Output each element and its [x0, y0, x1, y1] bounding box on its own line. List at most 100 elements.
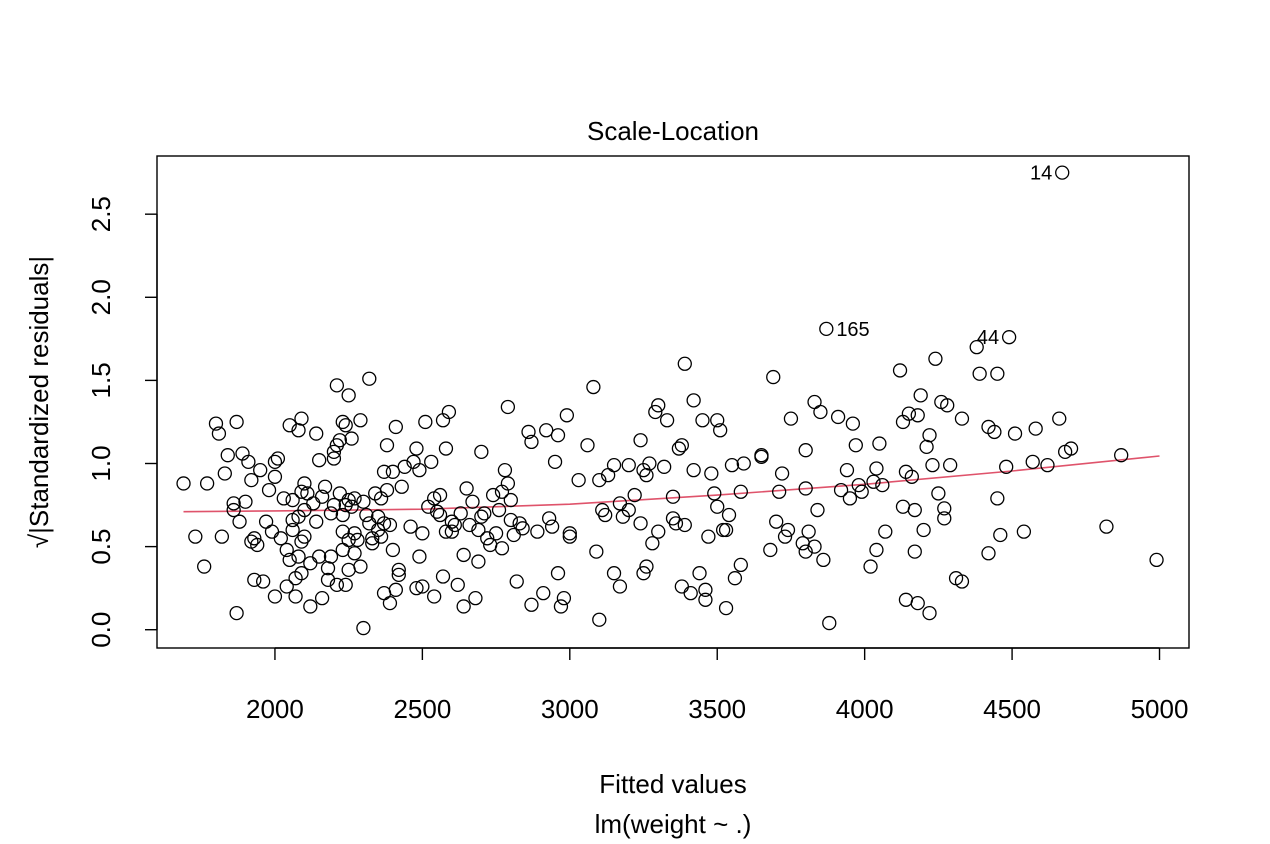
data-point	[922, 428, 937, 443]
data-point	[659, 413, 675, 428]
data-point	[999, 459, 1014, 474]
data-point	[503, 512, 518, 528]
x-tick-label: 2500	[393, 694, 451, 724]
data-point	[524, 434, 539, 450]
points-layer	[176, 165, 1164, 636]
data-point	[353, 559, 368, 574]
y-axis-label: √|Standardized residuals|	[24, 256, 54, 548]
data-point	[427, 589, 442, 604]
data-point	[866, 474, 881, 489]
data-point	[285, 522, 300, 538]
data-point	[435, 569, 451, 584]
data-point	[329, 378, 345, 393]
data-point	[1149, 552, 1164, 568]
data-point	[521, 424, 536, 440]
data-point	[412, 549, 427, 564]
data-point	[1052, 411, 1067, 426]
data-point	[388, 582, 403, 597]
data-point	[733, 557, 748, 573]
data-point	[937, 511, 952, 526]
data-point	[376, 464, 392, 479]
data-point	[474, 444, 489, 460]
data-point	[244, 472, 259, 488]
data-point	[589, 544, 604, 559]
data-point	[391, 562, 406, 578]
data-point	[373, 529, 389, 544]
data-point	[468, 590, 483, 606]
data-point	[338, 418, 353, 433]
data-point	[326, 497, 342, 513]
data-point	[657, 459, 672, 474]
data-point	[642, 456, 657, 471]
data-point	[238, 494, 253, 509]
data-point	[247, 531, 262, 546]
data-point	[598, 507, 613, 523]
x-tick-label: 3000	[541, 694, 599, 724]
data-point	[636, 566, 651, 581]
data-point	[314, 489, 330, 504]
data-point	[645, 536, 660, 551]
data-point	[674, 438, 689, 453]
data-point	[444, 514, 460, 529]
data-point	[415, 526, 430, 541]
data-point	[677, 517, 692, 533]
data-point	[453, 506, 468, 521]
data-point	[350, 532, 365, 548]
data-point	[462, 517, 477, 533]
data-point	[780, 522, 796, 538]
data-point	[291, 549, 306, 564]
data-point	[471, 554, 486, 569]
data-point	[845, 416, 861, 431]
data-point	[382, 517, 398, 533]
data-point	[648, 404, 663, 420]
data-point	[586, 379, 601, 395]
data-point	[326, 451, 342, 466]
data-point	[347, 546, 362, 561]
data-point	[869, 461, 884, 476]
data-point	[465, 494, 480, 509]
data-point	[972, 366, 987, 381]
data-point	[910, 408, 925, 423]
data-point	[432, 507, 448, 523]
data-point	[1025, 454, 1040, 469]
data-point	[1099, 519, 1114, 534]
data-point	[282, 552, 297, 568]
data-point	[412, 462, 427, 478]
data-point	[335, 414, 350, 430]
data-point	[450, 577, 465, 592]
data-point	[819, 321, 834, 337]
data-point	[990, 366, 1005, 381]
data-point	[550, 566, 566, 581]
data-point	[309, 426, 324, 441]
data-point	[267, 589, 283, 604]
data-point	[562, 526, 577, 541]
data-point	[250, 537, 265, 553]
data-point	[418, 414, 433, 430]
data-point	[297, 476, 312, 491]
data-point	[677, 356, 692, 371]
x-axis-sublabel: lm(weight ~ .)	[595, 809, 752, 839]
data-point	[875, 477, 890, 493]
data-point	[409, 441, 424, 456]
data-point	[415, 579, 430, 594]
data-point	[379, 438, 395, 453]
data-point	[403, 519, 418, 534]
y-tick-label: 0.5	[86, 529, 116, 565]
data-point	[872, 436, 887, 451]
data-point	[1016, 524, 1032, 539]
data-point	[562, 529, 577, 544]
data-point	[500, 476, 516, 491]
data-point	[447, 517, 462, 533]
x-tick-label: 4500	[983, 694, 1041, 724]
data-point	[544, 519, 560, 534]
data-point	[937, 501, 952, 516]
data-point	[713, 423, 728, 438]
data-point	[500, 399, 516, 415]
data-point	[497, 462, 513, 478]
data-point	[214, 529, 230, 544]
data-point	[303, 599, 318, 614]
data-point	[701, 529, 716, 544]
data-point	[273, 531, 288, 546]
data-point	[981, 546, 996, 561]
x-tick-label: 2000	[246, 694, 304, 724]
